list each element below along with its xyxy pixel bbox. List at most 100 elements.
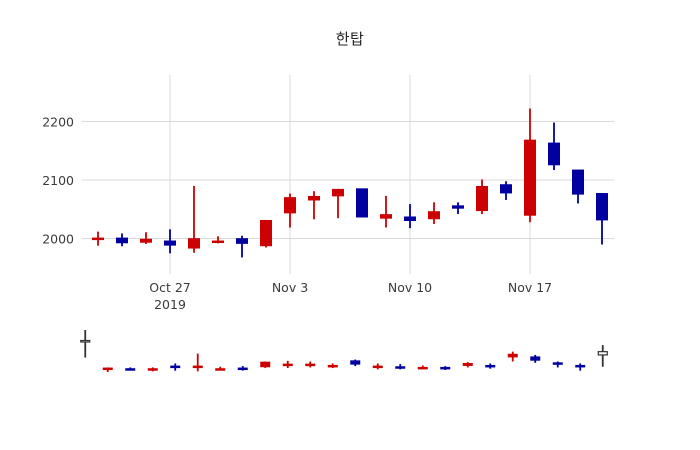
lower-candle	[440, 366, 451, 371]
candle-body	[260, 219, 272, 247]
lower-candle	[485, 363, 496, 369]
main-candle	[428, 202, 440, 225]
candle-body	[485, 364, 496, 368]
main-candle	[308, 191, 320, 220]
candle-body	[212, 240, 224, 244]
y-tick-label: 2000	[42, 232, 74, 247]
lower-candle	[125, 367, 136, 371]
candle-body	[462, 362, 473, 366]
lower-candle	[215, 366, 226, 371]
x-tick-label: Oct 27	[149, 280, 191, 295]
lower-candle	[305, 361, 316, 368]
main-candle	[548, 122, 560, 171]
main-candle	[212, 236, 224, 244]
y-axis-tick-labels: 2000 2100 2200	[42, 114, 74, 246]
candle-body	[530, 356, 541, 361]
lower-candle-series	[80, 330, 608, 372]
main-candle	[92, 231, 104, 246]
candle-body	[80, 339, 91, 343]
main-candle	[380, 195, 392, 228]
main-candle	[236, 235, 248, 258]
lower-candle	[192, 353, 203, 372]
lower-candle	[507, 351, 518, 362]
candle-body	[260, 361, 271, 368]
candle-body	[500, 184, 512, 194]
candle-body	[92, 237, 104, 241]
candle-body	[440, 366, 451, 370]
main-candle	[140, 232, 152, 244]
candle-body	[356, 188, 368, 218]
candle-body	[147, 368, 158, 371]
candle-body	[548, 142, 560, 166]
candle-body	[164, 240, 176, 246]
lower-candle	[102, 367, 113, 372]
candle-body	[476, 185, 488, 212]
candle-body	[596, 193, 608, 221]
lower-candle	[350, 359, 361, 367]
y-tick-label: 2100	[42, 173, 74, 188]
chart-title: 한탑	[335, 30, 365, 48]
candle-body	[597, 351, 608, 356]
main-candle	[332, 188, 344, 219]
candle-body	[327, 364, 338, 368]
candle-body	[507, 353, 518, 358]
lower-candle	[237, 366, 248, 371]
main-candle	[116, 233, 128, 247]
candle-body	[395, 366, 406, 369]
x-axis-tick-labels: Oct 27 2019 Nov 3 Nov 10 Nov 17	[149, 280, 552, 312]
main-candle	[284, 193, 296, 228]
lower-candle	[80, 330, 91, 358]
main-candle	[572, 169, 584, 204]
candle-body	[236, 238, 248, 244]
lower-candle	[372, 363, 383, 370]
main-candle	[452, 202, 464, 215]
lower-candle	[282, 360, 293, 369]
lower-candle	[530, 354, 541, 363]
x-tick-label: Nov 3	[272, 280, 308, 295]
lower-candle	[417, 365, 428, 370]
candle-body	[380, 214, 392, 219]
x-tick-label: 2019	[154, 297, 186, 312]
lower-candle	[597, 345, 608, 367]
lower-candle	[575, 363, 586, 371]
candle-body	[524, 139, 536, 216]
candle-body	[125, 368, 136, 371]
candle-body	[572, 169, 584, 195]
main-candle	[596, 193, 608, 245]
main-candle	[260, 219, 272, 248]
main-candle	[404, 204, 416, 229]
lower-candle	[170, 363, 181, 371]
candle-body	[102, 367, 113, 371]
candle-body	[372, 365, 383, 369]
candle-body	[308, 195, 320, 201]
candle-body	[350, 360, 361, 365]
candle-body	[452, 205, 464, 209]
lower-candle	[552, 361, 563, 368]
candle-body	[116, 237, 128, 244]
main-candle	[356, 188, 368, 218]
y-tick-label: 2200	[42, 114, 74, 129]
candle-body	[282, 363, 293, 367]
candle-body	[140, 238, 152, 243]
lower-candle	[327, 363, 338, 369]
vertical-gridlines	[169, 75, 531, 274]
main-candle	[188, 185, 200, 253]
candle-body	[170, 365, 181, 369]
candle-body	[215, 368, 226, 371]
main-candle	[524, 108, 536, 223]
candle-body	[284, 197, 296, 214]
main-candle	[476, 179, 488, 215]
main-candle-series	[92, 108, 608, 258]
candle-body	[552, 362, 563, 365]
candle-body	[404, 216, 416, 221]
candle-body	[237, 367, 248, 371]
candle-body	[428, 211, 440, 220]
lower-candle	[395, 364, 406, 370]
candle-body	[188, 238, 200, 249]
main-candle	[500, 181, 512, 200]
candle-body	[417, 366, 428, 370]
candle-body	[575, 364, 586, 368]
candle-body	[305, 363, 316, 367]
